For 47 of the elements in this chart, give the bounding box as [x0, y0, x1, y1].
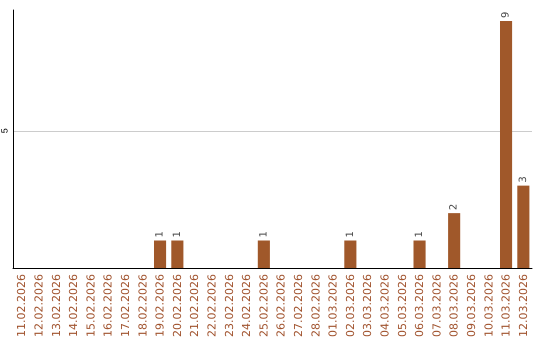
bar — [413, 240, 426, 268]
y-tick-label: 5 — [0, 128, 10, 134]
bar — [171, 240, 184, 268]
bar — [258, 240, 270, 268]
x-tick-label: 02.03.2026 — [344, 274, 357, 337]
x-tick-label: 16.02.2026 — [102, 274, 115, 337]
x-tick-label: 11.02.2026 — [15, 274, 28, 337]
x-tick-label: 26.02.2026 — [274, 274, 288, 337]
x-tick-label: 01.03.2026 — [326, 274, 340, 337]
x-tick-label: 13.02.2026 — [50, 274, 63, 337]
data-label: 1 — [414, 231, 426, 238]
x-tick-label: 05.03.2026 — [396, 274, 409, 337]
data-label: 1 — [258, 231, 270, 238]
data-label: 1 — [172, 231, 183, 238]
x-tick-label: 19.02.2026 — [154, 274, 167, 337]
x-tick-label: 17.02.2026 — [118, 274, 132, 337]
data-label: 3 — [518, 176, 529, 183]
x-tick-label: 04.03.2026 — [378, 274, 392, 337]
x-tick-label: 12.02.2026 — [32, 274, 46, 337]
data-label: 9 — [500, 12, 512, 18]
x-tick-label: 23.02.2026 — [222, 274, 236, 337]
data-label: 1 — [154, 231, 166, 238]
x-tick-label: 07.03.2026 — [430, 274, 444, 337]
x-tick-label: 25.02.2026 — [257, 274, 270, 337]
x-tick-label: 03.03.2026 — [361, 274, 374, 337]
x-tick-label: 10.03.2026 — [482, 274, 496, 337]
bar — [517, 186, 530, 268]
x-tick-label: 22.02.2026 — [205, 274, 218, 337]
bar — [344, 240, 356, 268]
x-tick-label: 06.03.2026 — [413, 274, 426, 337]
x-tick-label: 09.03.2026 — [464, 274, 478, 337]
x-tick-label: 20.02.2026 — [170, 274, 184, 337]
x-tick-label: 08.03.2026 — [448, 274, 461, 337]
x-tick-label: 12.03.2026 — [516, 274, 530, 337]
x-tick-label: 18.02.2026 — [136, 274, 150, 337]
x-tick-label: 15.02.2026 — [84, 274, 98, 337]
bar — [500, 20, 512, 268]
x-tick-label: 27.02.2026 — [292, 274, 305, 337]
x-tick-label: 21.02.2026 — [188, 274, 202, 337]
x-tick-label: 11.03.2026 — [500, 274, 513, 337]
data-label: 2 — [448, 204, 460, 210]
bar — [154, 240, 166, 268]
x-tick-label: 24.02.2026 — [240, 274, 254, 337]
data-label: 1 — [344, 231, 356, 238]
x-tick-label: 28.02.2026 — [309, 274, 322, 337]
x-tick-label: 14.02.2026 — [67, 274, 80, 337]
bar — [448, 213, 460, 268]
